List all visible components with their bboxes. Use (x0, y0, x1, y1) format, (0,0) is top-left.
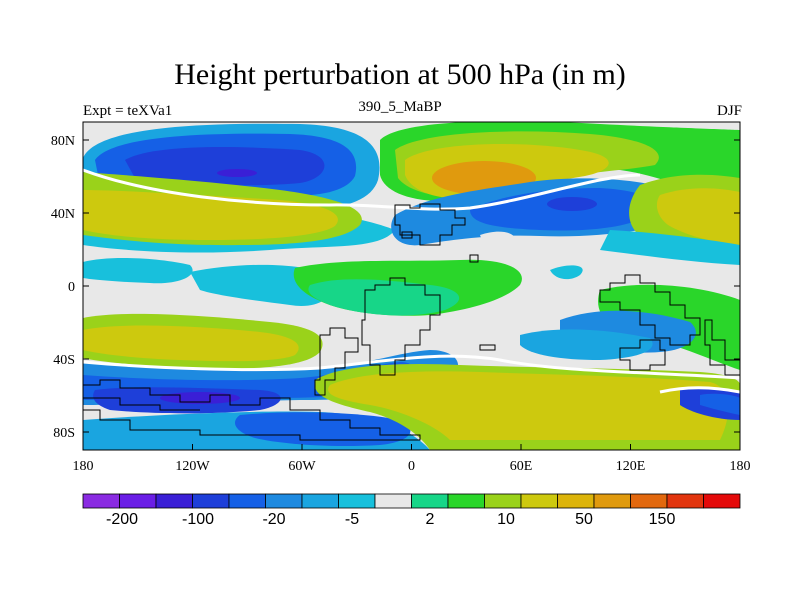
nh-east-ridge-core (446, 167, 522, 189)
colorbar-swatch (119, 493, 157, 509)
x-tick-label: 60E (510, 459, 533, 474)
colorbar-swatch (593, 493, 631, 509)
zero-contour-sh (83, 354, 740, 380)
colorbar-swatch (374, 493, 412, 509)
colorbar-label: -200 (106, 511, 138, 528)
y-tick-label: 40N (51, 207, 75, 222)
coastline-pacific-islands (704, 319, 740, 376)
tropic-neutral-gap (480, 231, 516, 249)
tropic-east-patch (550, 265, 583, 280)
period-label: 390_5_MaBP (358, 99, 442, 115)
plot-title: Height perturbation at 500 hPa (in m) (174, 58, 626, 91)
colorbar-swatch (630, 493, 668, 509)
sh-east-ridge (328, 371, 729, 440)
colorbar (82, 493, 741, 509)
coastline-europe (394, 203, 466, 246)
x-tick-label: 120E (616, 459, 646, 474)
season-label: DJF (716, 103, 742, 119)
colorbar-label: -20 (262, 511, 285, 528)
nh-east-trough-core (547, 197, 597, 211)
colorbar-label: 2 (426, 511, 435, 528)
x-tick-label: 60W (288, 459, 316, 474)
y-tick-label: 40S (53, 353, 75, 368)
colorbar-swatch (447, 493, 485, 509)
zero-contour-sh-east (659, 386, 740, 394)
colorbar-swatch (411, 493, 449, 509)
coastline-antarctica-inner (83, 397, 200, 411)
coastline-africa (361, 277, 441, 376)
coastline-island-1 (469, 254, 479, 263)
colorbar-swatch (192, 493, 230, 509)
colorbar-swatch (301, 493, 339, 509)
sh-polar-blue (235, 412, 411, 447)
colorbar-swatch (520, 493, 558, 509)
coastlines (83, 203, 740, 441)
nh-west-min (217, 169, 257, 177)
colorbar-label: -100 (182, 511, 214, 528)
nh-west-trough-core (125, 147, 325, 186)
colorbar-swatch (484, 493, 522, 509)
coastline-australia (619, 339, 666, 371)
experiment-label: Expt = teXVa1 (83, 103, 173, 119)
colorbar-swatch (557, 493, 595, 509)
colorbar-swatch (338, 493, 376, 509)
pacific-cyan-band (600, 230, 740, 265)
sh-west-ridge (83, 325, 299, 362)
contour-field (83, 122, 740, 450)
colorbar-label: -5 (345, 511, 359, 528)
y-tick-label: 80N (51, 134, 75, 149)
sp-east-blue-2 (520, 329, 653, 360)
colorbar-label: 50 (575, 511, 593, 528)
colorbar-swatch (265, 493, 303, 509)
coastline-south-america (314, 327, 359, 396)
coastline-mediterranean (401, 231, 413, 239)
zero-contour-nh (83, 168, 641, 211)
x-tick-marks (82, 444, 741, 450)
x-tick-label: 0 (408, 459, 415, 474)
tropic-green-light (308, 279, 460, 316)
x-tick-label: 180 (730, 459, 751, 474)
colorbar-swatch (703, 493, 741, 509)
colorbar-swatch (155, 493, 193, 509)
colorbar-swatch (228, 493, 266, 509)
colorbar-labels: -200 -100 -20 -5 2 10 50 150 (106, 511, 675, 528)
x-tick-label: 180 (73, 459, 94, 474)
coastline-asia (599, 274, 701, 346)
colorbar-swatch (82, 493, 120, 509)
colorbar-swatch (666, 493, 704, 509)
y-tick-label: 0 (68, 280, 75, 295)
coastline-island-2 (479, 344, 496, 351)
colorbar-label: 150 (649, 511, 676, 528)
x-tick-label: 120W (175, 459, 210, 474)
y-tick-marks (83, 139, 740, 433)
pacific-ridge (656, 188, 740, 245)
colorbar-label: 10 (497, 511, 515, 528)
sh-east-blue-core (700, 393, 740, 415)
y-tick-label: 80S (53, 426, 75, 441)
coastline-antarctica (83, 379, 421, 441)
tropic-west-cyan (83, 258, 193, 284)
